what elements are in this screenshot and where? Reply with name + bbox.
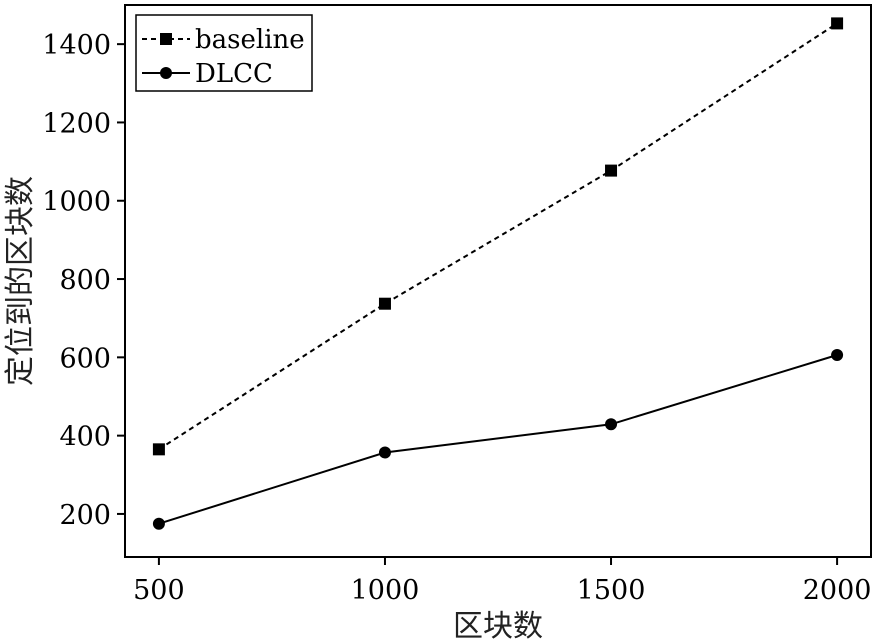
x-tick-label: 2000 [803, 575, 872, 606]
data-point-baseline [605, 164, 618, 177]
data-point-dlcc [152, 517, 165, 530]
legend-label-dlcc: DLCC [195, 59, 273, 89]
x-tick-label: 500 [133, 575, 185, 606]
data-point-dlcc [378, 446, 391, 459]
series-line-dlcc [158, 354, 838, 525]
data-point-dlcc [605, 418, 618, 431]
x-tick-label: 1000 [351, 575, 420, 606]
legend-marker-baseline [160, 33, 172, 45]
x-axis-title: 区块数 [453, 609, 543, 642]
data-point-baseline [152, 443, 165, 456]
data-point-baseline [831, 17, 844, 30]
y-tick-label: 200 [59, 500, 111, 531]
axes: 500 1000 1500 2000 200 400 600 800 1000 1200 1400 [42, 4, 872, 606]
x-tick-label: 1500 [577, 575, 646, 606]
legend-marker-dlcc [160, 67, 172, 79]
plot-frame [124, 4, 872, 558]
y-tick-label: 1200 [42, 108, 111, 139]
legend: baseline DLCC [135, 14, 313, 92]
plot-area [152, 17, 844, 530]
data-point-dlcc [831, 348, 844, 361]
y-tick-label: 800 [59, 265, 111, 296]
legend-label-baseline: baseline [195, 25, 305, 55]
y-axis-title: 定位到的区块数 [3, 176, 38, 386]
y-tick-label: 600 [59, 343, 111, 374]
y-tick-label: 1400 [42, 30, 111, 61]
y-tick-label: 1000 [42, 187, 111, 218]
series-line-baseline [158, 22, 838, 451]
y-tick-label: 400 [59, 422, 111, 453]
data-point-baseline [378, 297, 391, 310]
